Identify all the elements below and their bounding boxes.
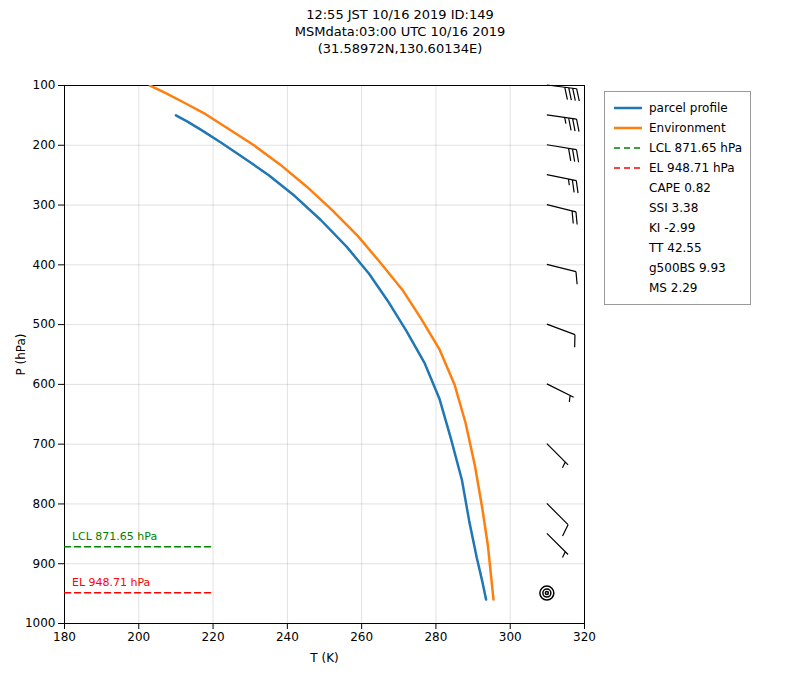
html-text:LCL 871.65 hPa: LCL 871.65 hPa — [649, 141, 742, 155]
html-text:EL 948.71 hPa: EL 948.71 hPa — [649, 161, 735, 175]
svg-text:260: 260 — [350, 630, 373, 644]
svg-text:200: 200 — [33, 138, 56, 152]
svg-text:P (hPa): P (hPa) — [14, 333, 28, 375]
svg-text:400: 400 — [33, 258, 56, 272]
html-text:Environment: Environment — [649, 121, 726, 135]
svg-text:800: 800 — [33, 497, 56, 511]
svg-text:300: 300 — [33, 198, 56, 212]
svg-text:1000: 1000 — [25, 616, 56, 630]
svg-text:300: 300 — [499, 630, 522, 644]
html-text:MS 2.29: MS 2.29 — [649, 281, 698, 295]
svg-text:EL 948.71 hPa: EL 948.71 hPa — [72, 576, 150, 589]
svg-text:240: 240 — [276, 630, 299, 644]
html-text:g500BS 9.93: g500BS 9.93 — [649, 261, 726, 275]
html-text:12:55 JST 10/16 2019 ID:149 MS: 12:55 JST 10/16 2019 ID:149 MSMdata:03:0… — [294, 7, 506, 56]
svg-text:180: 180 — [53, 630, 76, 644]
html-text:parcel profile: parcel profile — [649, 101, 728, 115]
html-text:SSI 3.38: SSI 3.38 — [649, 201, 699, 215]
svg-text:600: 600 — [33, 377, 56, 391]
svg-text:900: 900 — [33, 557, 56, 571]
svg-text:500: 500 — [33, 317, 56, 331]
html-text:CAPE 0.82: CAPE 0.82 — [649, 181, 711, 195]
svg-text:LCL 871.65 hPa: LCL 871.65 hPa — [72, 530, 157, 543]
svg-text:220: 220 — [202, 630, 225, 644]
svg-text:100: 100 — [33, 78, 56, 92]
svg-text:200: 200 — [127, 630, 150, 644]
html-text:KI -2.99: KI -2.99 — [649, 221, 696, 235]
svg-text:320: 320 — [573, 630, 596, 644]
svg-text:700: 700 — [33, 437, 56, 451]
svg-text:280: 280 — [424, 630, 447, 644]
svg-text:T (K): T (K) — [309, 651, 338, 665]
html-text:TT 42.55: TT 42.55 — [649, 241, 702, 255]
